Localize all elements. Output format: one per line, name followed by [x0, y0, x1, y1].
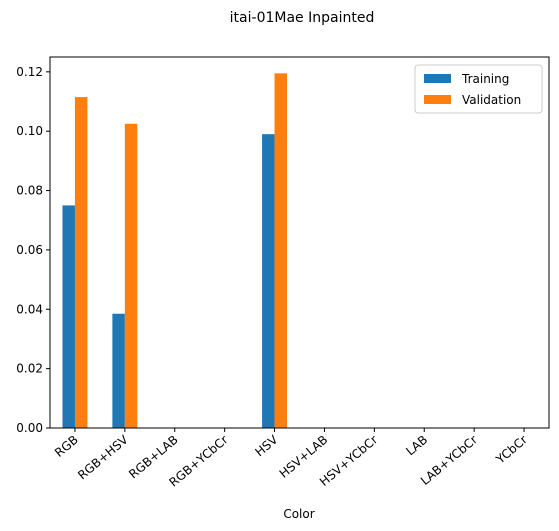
- x-tick-label: RGB: [52, 433, 81, 460]
- bar-training-rgb: [62, 205, 75, 428]
- y-tick-label: 0.06: [16, 243, 43, 257]
- bar-training-hsv: [262, 134, 275, 428]
- y-tick-label: 0.12: [16, 65, 43, 79]
- y-tick-label: 0.00: [16, 421, 43, 435]
- bar-validation-rgb-hsv: [124, 123, 138, 428]
- y-axis: 0.00 0.02 0.04 0.06 0.08 0.10 0.12: [16, 65, 50, 435]
- x-tick-label: HSV: [252, 432, 281, 459]
- x-tick-label: LAB: [403, 433, 430, 459]
- bar-validation-hsv: [274, 73, 288, 428]
- legend-swatch: [424, 95, 451, 104]
- legend-swatch: [424, 74, 451, 83]
- bar-validation-rgb: [74, 97, 88, 429]
- plot-frame: [49, 56, 550, 429]
- chart-title: itai-01Mae Inpainted: [230, 10, 375, 26]
- bar-training-rgb-hsv: [112, 313, 125, 428]
- x-tick-label: RGB+HSV: [75, 432, 131, 482]
- legend-label: Validation: [462, 93, 521, 107]
- legend-label: Training: [461, 72, 509, 86]
- x-tick-label: YCbCr: [493, 433, 530, 468]
- y-tick-label: 0.04: [16, 302, 43, 316]
- y-tick-label: 0.10: [16, 124, 43, 138]
- legend: Training Validation: [414, 64, 543, 114]
- y-tick-label: 0.02: [16, 362, 43, 376]
- x-axis-label: Color: [283, 507, 314, 521]
- y-tick-label: 0.08: [16, 184, 43, 198]
- bars-layer: [62, 73, 288, 429]
